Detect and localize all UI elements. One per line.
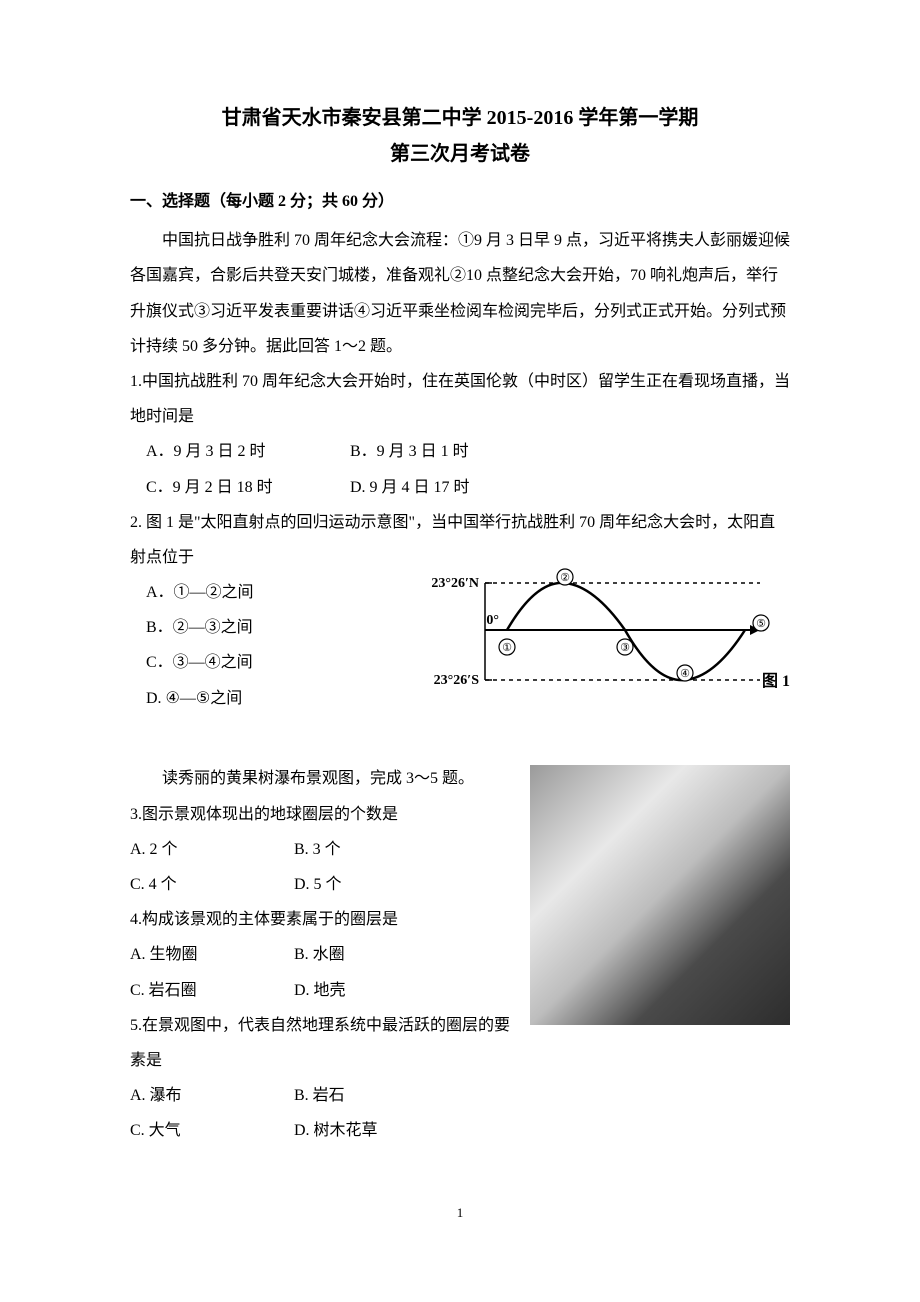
q5-option-a: A. 瀑布 (130, 1078, 290, 1113)
q5-option-b: B. 岩石 (294, 1078, 345, 1113)
figure-1-chart: ① ② ③ ④ ⑤ 23°26′N 0° 23°26′S 图 1 (395, 565, 790, 718)
q2-option-d: D. ④—⑤之间 (130, 681, 310, 716)
q1-options-row1: A．9 月 3 日 2 时 B．9 月 3 日 1 时 (130, 434, 790, 469)
q4-option-a: A. 生物圈 (130, 937, 290, 972)
svg-text:②: ② (560, 572, 570, 584)
q1-options-row2: C．9 月 2 日 18 时 D. 9 月 4 日 17 时 (130, 470, 790, 505)
section-1-heading: 一、选择题（每小题 2 分；共 60 分） (130, 184, 790, 219)
q1-option-a: A．9 月 3 日 2 时 (146, 434, 346, 469)
svg-text:①: ① (502, 642, 512, 654)
title-line2: 第三次月考试卷 (130, 136, 790, 172)
q3-option-a: A. 2 个 (130, 832, 290, 867)
q4-option-d: D. 地壳 (294, 973, 346, 1008)
q1-option-c: C．9 月 2 日 18 时 (146, 470, 346, 505)
q2-option-a: A．①—②之间 (130, 575, 310, 610)
q1-option-d: D. 9 月 4 日 17 时 (350, 470, 470, 505)
q3-option-b: B. 3 个 (294, 832, 341, 867)
q5-options-row1: A. 瀑布 B. 岩石 (130, 1078, 790, 1113)
q4-option-b: B. 水圈 (294, 937, 345, 972)
q5-options-row2: C. 大气 D. 树木花草 (130, 1113, 790, 1148)
q1-option-b: B．9 月 3 日 1 时 (350, 434, 469, 469)
svg-text:23°26′S: 23°26′S (434, 673, 480, 688)
svg-text:23°26′N: 23°26′N (431, 576, 479, 591)
svg-text:③: ③ (620, 642, 630, 654)
svg-text:⑤: ⑤ (756, 618, 766, 630)
section-1-intro: 中国抗日战争胜利 70 周年纪念大会流程：①9 月 3 日早 9 点，习近平将携… (130, 223, 790, 364)
q1-stem: 1.中国抗战胜利 70 周年纪念大会开始时，住在英国伦敦（中时区）留学生正在看现… (130, 364, 790, 434)
svg-text:0°: 0° (486, 613, 499, 628)
svg-text:④: ④ (680, 668, 690, 680)
q3-option-c: C. 4 个 (130, 867, 290, 902)
q3-option-d: D. 5 个 (294, 867, 342, 902)
q5-option-d: D. 树木花草 (294, 1113, 378, 1148)
title-line1: 甘肃省天水市秦安县第二中学 2015-2016 学年第一学期 (130, 100, 790, 136)
waterfall-photo (530, 765, 790, 1025)
q5-option-c: C. 大气 (130, 1113, 290, 1148)
q4-option-c: C. 岩石圈 (130, 973, 290, 1008)
q2-option-c: C．③—④之间 (130, 645, 310, 680)
svg-text:图 1: 图 1 (762, 672, 790, 690)
q2-option-b: B．②—③之间 (130, 610, 310, 645)
page-number: 1 (130, 1199, 790, 1228)
